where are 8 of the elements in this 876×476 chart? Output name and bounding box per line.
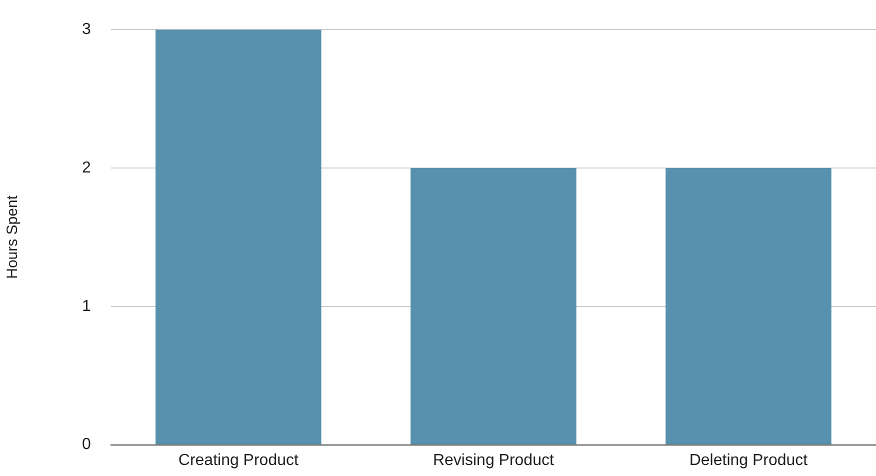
x-tick-label: Creating Product bbox=[178, 452, 299, 469]
y-tick-label: 1 bbox=[82, 298, 91, 315]
x-tick-label: Revising Product bbox=[432, 452, 554, 469]
y-tick-label: 2 bbox=[82, 159, 91, 176]
y-tick-label: 3 bbox=[82, 21, 91, 38]
x-tick-label: Deleting Product bbox=[689, 452, 808, 469]
y-axis-title: Hours Spent bbox=[4, 194, 22, 279]
y-tick-label: 0 bbox=[82, 436, 91, 454]
